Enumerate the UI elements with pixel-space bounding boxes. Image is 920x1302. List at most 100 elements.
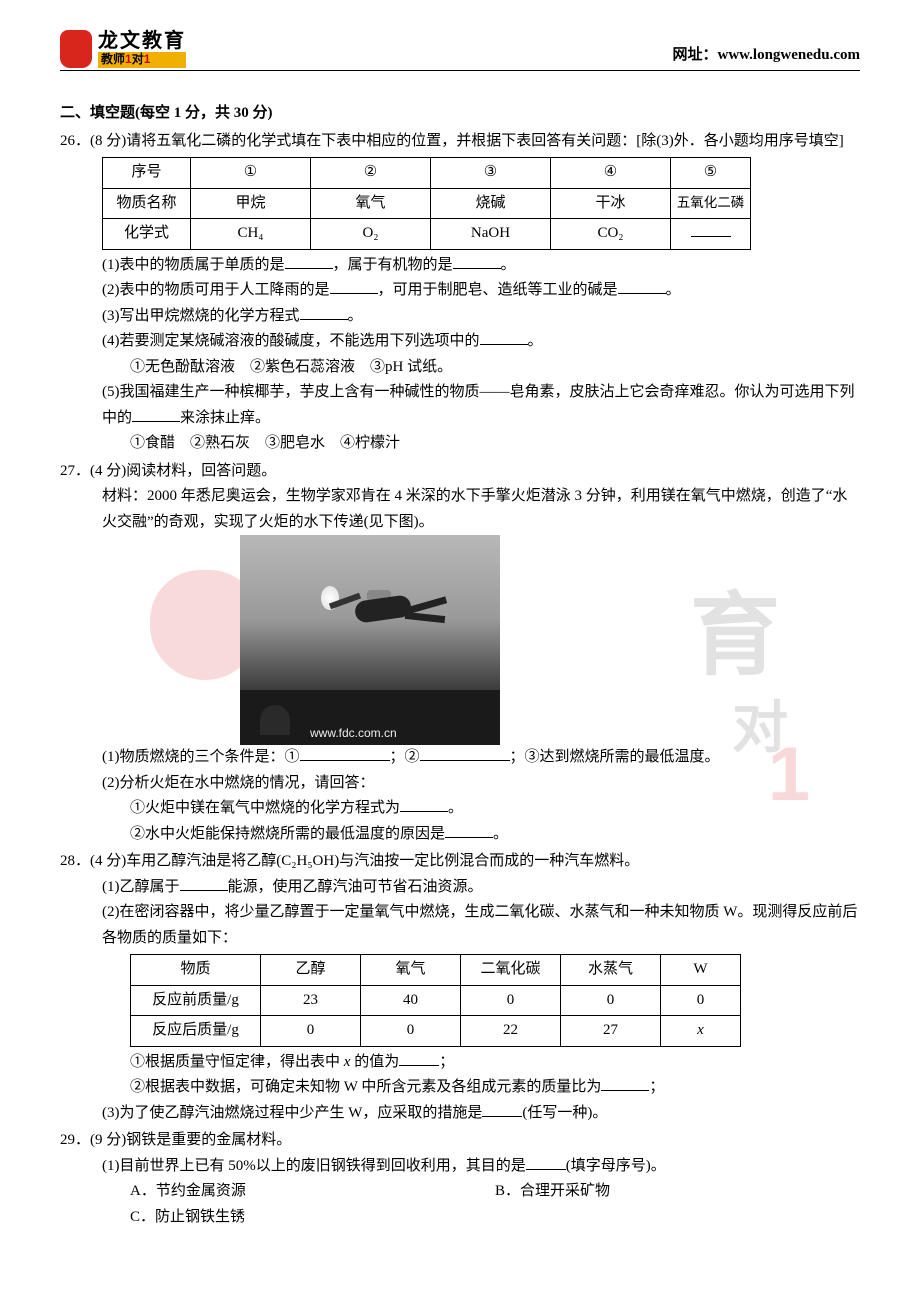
cell: ① [191, 158, 311, 189]
text: (1)表中的物质属于单质的是 [102, 257, 285, 273]
cell: 乙醇 [261, 955, 361, 986]
q27-image: www.fdc.com.cn [240, 535, 500, 745]
q26-lead: (8 分)请将五氧化二磷的化学式填在下表中相应的位置，并根据下表回答有关问题：[… [90, 133, 844, 149]
cell: 五氧化二磷 [671, 188, 751, 219]
q26-table: 序号 ① ② ③ ④ ⑤ 物质名称 甲烷 氧气 烧碱 干冰 五氧化二磷 化学式 … [102, 157, 751, 250]
cell: 0 [661, 985, 741, 1016]
logo-block: 龙文教育 教师1对1 [60, 30, 186, 68]
text: (1)物质燃烧的三个条件是：① [102, 749, 300, 765]
q26-p5-opts: ①食醋 ②熟石灰 ③肥皂水 ④柠檬汁 [60, 431, 860, 457]
q28-lead: (4 分)车用乙醇汽油是将乙醇(C₂H₅OH)与汽油按一定比例混合而成的一种汽车… [90, 853, 639, 869]
table-row: 反应前质量/g 23 40 0 0 0 [131, 985, 741, 1016]
cell: CO₂ [551, 219, 671, 250]
cell: ⑤ [671, 158, 751, 189]
q27-material: 材料：2000 年悉尼奥运会，生物学家邓肯在 4 米深的水下手擎火炬潜泳 3 分… [60, 484, 860, 535]
blank [691, 222, 731, 237]
text: 能源，使用乙醇汽油可节省石油资源。 [228, 879, 483, 895]
cell: 0 [461, 985, 561, 1016]
section-title: 二、填空题(每空 1 分，共 30 分) [60, 101, 860, 127]
q29-opt-b: B．合理开采矿物 [495, 1179, 860, 1205]
logo-sub-join: 对 [132, 52, 144, 66]
q26-p3: (3)写出甲烷燃烧的化学方程式。 [60, 304, 860, 330]
text: 。 [348, 308, 363, 324]
blank [445, 823, 493, 838]
question-26: 26．(8 分)请将五氧化二磷的化学式填在下表中相应的位置，并根据下表回答有关问… [60, 129, 860, 457]
q26-p5: (5)我国福建生产一种槟椰芋，芋皮上含有一种碱性的物质——皂角素，皮肤沾上它会奇… [60, 380, 860, 431]
q27-p2-1: ①火炬中镁在氧气中燃烧的化学方程式为。 [60, 796, 860, 822]
table-row: 反应后质量/g 0 0 22 27 x [131, 1016, 741, 1047]
q26-p1: (1)表中的物质属于单质的是 ，属于有机物的是 。 [60, 253, 860, 279]
q29-options-row1: A．节约金属资源 B．合理开采矿物 [60, 1179, 860, 1205]
q29-lead: (9 分)钢铁是重要的金属材料。 [90, 1132, 291, 1148]
blank [132, 407, 180, 422]
text: ②根据表中数据，可确定未知物 W 中所含元素及各组成元素的质量比为 [130, 1079, 601, 1095]
q28-p1: (1)乙醇属于 能源，使用乙醇汽油可节省石油资源。 [60, 875, 860, 901]
q28-p2-1: ①根据质量守恒定律，得出表中 x 的值为； [60, 1050, 860, 1076]
blank [180, 876, 228, 891]
cell: CH₄ [191, 219, 311, 250]
table-row: 物质名称 甲烷 氧气 烧碱 干冰 五氧化二磷 [103, 188, 751, 219]
cell: x [661, 1016, 741, 1047]
blank [480, 330, 528, 345]
logo-sub-prefix: 教师 [101, 52, 125, 66]
cell: 干冰 [551, 188, 671, 219]
text: 来涂抹止痒。 [180, 410, 270, 426]
cell: NaOH [431, 219, 551, 250]
image-watermark-url: www.fdc.com.cn [310, 723, 397, 743]
q27-p2-2: ②水中火炬能保持燃烧所需的最低温度的原因是 。 [60, 822, 860, 848]
text: 。 [493, 826, 508, 842]
cell: 0 [361, 1016, 461, 1047]
q28-p3: (3)为了使乙醇汽油燃烧过程中少产生 W，应采取的措施是(任写一种)。 [60, 1101, 860, 1127]
text: ，可用于制肥皂、造纸等工业的碱是 [378, 282, 618, 298]
blank [399, 1051, 439, 1066]
q29-p1: (1)目前世界上已有 50%以上的废旧钢铁得到回收利用，其目的是 (填字母序号)。 [60, 1154, 860, 1180]
text: ； [439, 1054, 454, 1070]
logo-sub-end: 1 [144, 52, 151, 66]
logo-subtitle: 教师1对1 [98, 52, 186, 67]
text: ②水中火炬能保持燃烧所需的最低温度的原因是 [130, 826, 445, 842]
cell: O₂ [311, 219, 431, 250]
q28-table: 物质 乙醇 氧气 二氧化碳 水蒸气 W 反应前质量/g 23 40 0 0 0 … [130, 954, 741, 1047]
text: ，属于有机物的是 [333, 257, 453, 273]
cell: 22 [461, 1016, 561, 1047]
text: (4)若要测定某烧碱溶液的酸碱度，不能选用下列选项中的 [102, 333, 480, 349]
diver-illustration [325, 580, 455, 640]
text: 。 [666, 282, 681, 298]
cell: 27 [561, 1016, 661, 1047]
q29-opt-a: A．节约金属资源 [130, 1179, 495, 1205]
page-header: 龙文教育 教师1对1 网址：www.longwenedu.com [60, 30, 860, 71]
blank [601, 1076, 649, 1091]
text: ①根据质量守恒定律，得出表中 [130, 1054, 340, 1070]
text: 。 [501, 257, 516, 273]
table-row: 序号 ① ② ③ ④ ⑤ [103, 158, 751, 189]
blank [300, 746, 390, 761]
cell: W [661, 955, 741, 986]
logo-title: 龙文教育 [98, 30, 186, 52]
text: (任写一种)。 [522, 1105, 607, 1121]
q28-p2-2: ②根据表中数据，可确定未知物 W 中所含元素及各组成元素的质量比为； [60, 1075, 860, 1101]
text: 的值为 [354, 1054, 399, 1070]
cell: 氧气 [361, 955, 461, 986]
text: (1)目前世界上已有 50%以上的废旧钢铁得到回收利用，其目的是 [102, 1158, 526, 1174]
cell: 0 [261, 1016, 361, 1047]
blank [618, 279, 666, 294]
question-29: 29．(9 分)钢铁是重要的金属材料。 (1)目前世界上已有 50%以上的废旧钢… [60, 1128, 860, 1230]
q28-p2: (2)在密闭容器中，将少量乙醇置于一定量氧气中燃烧，生成二氧化碳、水蒸气和一种未… [60, 900, 860, 951]
q26-p2: (2)表中的物质可用于人工降雨的是，可用于制肥皂、造纸等工业的碱是。 [60, 278, 860, 304]
q29-number: 29． [60, 1132, 90, 1148]
cell: 水蒸气 [561, 955, 661, 986]
text: (1)乙醇属于 [102, 879, 180, 895]
text: 。 [528, 333, 543, 349]
cell: ② [311, 158, 431, 189]
header-url: 网址：www.longwenedu.com [672, 43, 860, 69]
cell: 氧气 [311, 188, 431, 219]
blank [330, 279, 378, 294]
cell: 反应后质量/g [131, 1016, 261, 1047]
text: (填字母序号)。 [566, 1158, 666, 1174]
q26-p4: (4)若要测定某烧碱溶液的酸碱度，不能选用下列选项中的 。 [60, 329, 860, 355]
cell: 甲烷 [191, 188, 311, 219]
blank [526, 1155, 566, 1170]
logo-sub-mid: 1 [125, 52, 132, 66]
blank [300, 305, 348, 320]
question-28: 28．(4 分)车用乙醇汽油是将乙醇(C₂H₅OH)与汽油按一定比例混合而成的一… [60, 849, 860, 1126]
